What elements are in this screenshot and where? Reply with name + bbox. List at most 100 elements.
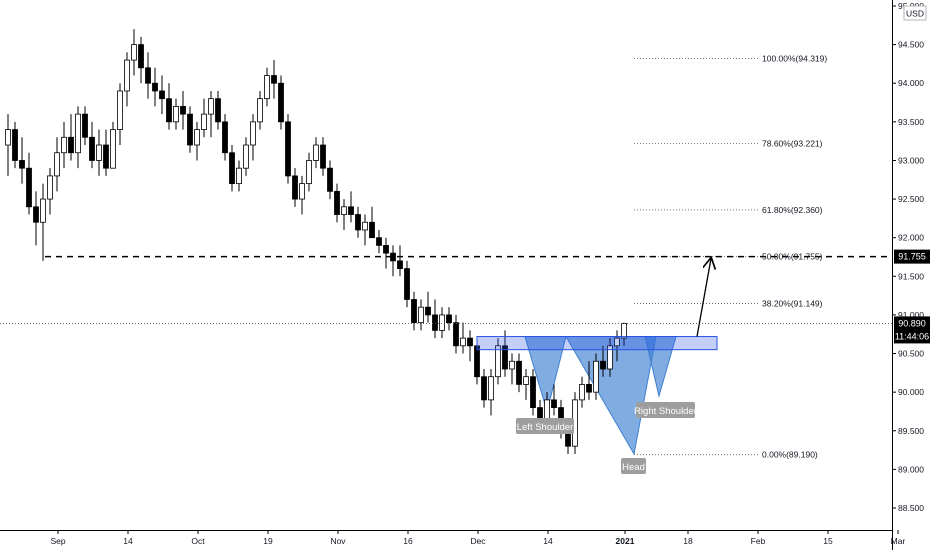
candle	[348, 191, 354, 223]
price-tick-label: 88.500	[898, 503, 924, 513]
price-tick-label: 91.000	[898, 310, 924, 320]
candle	[250, 114, 256, 161]
time-axis[interactable]: Sep 14 Oct 19 Nov 16 Dec 14 2021 18 Feb 15 Mar	[0, 530, 905, 546]
price-tick-label: 89.000	[898, 464, 924, 474]
price-axis-ticks: 95.00094.50094.00093.50093.00092.50092.0…	[892, 1, 924, 513]
candle	[12, 121, 18, 169]
candle	[432, 299, 438, 339]
candle	[530, 368, 536, 416]
label-left-shoulder-text: Left Shoulder	[517, 422, 574, 433]
candle	[96, 129, 102, 176]
candle	[82, 106, 88, 146]
date-tick-label: Oct	[191, 536, 205, 546]
fib-label-100: 100.00%(94.319)	[762, 54, 827, 64]
candle	[166, 83, 172, 130]
label-right-shoulder[interactable]: Right Shoulder	[634, 402, 697, 418]
candlestick-series	[5, 29, 627, 454]
currency-text: USD	[906, 9, 924, 19]
price-axis[interactable]: 95.00094.50094.00093.50093.00092.50092.0…	[892, 0, 930, 550]
candle	[61, 121, 67, 169]
candle	[614, 330, 620, 362]
candle	[600, 345, 606, 377]
candle	[383, 237, 389, 269]
candle	[509, 353, 515, 385]
candle	[404, 260, 410, 308]
candle	[243, 137, 249, 176]
candle	[502, 330, 508, 377]
price-tick-label: 90.000	[898, 387, 924, 397]
badge-last-price-text: 90.890	[898, 318, 926, 328]
candle	[33, 191, 39, 246]
candle	[439, 307, 445, 339]
candle	[180, 90, 186, 130]
candle	[19, 137, 25, 184]
candle	[425, 291, 431, 323]
candle	[334, 183, 340, 223]
label-head[interactable]: Head	[621, 458, 646, 474]
candle	[208, 90, 214, 138]
candle	[341, 199, 347, 230]
candle	[516, 353, 522, 393]
label-head-text: Head	[622, 462, 645, 473]
fib-label-786: 78.60%(93.221)	[762, 138, 823, 148]
price-tick-label: 92.500	[898, 194, 924, 204]
candle	[390, 245, 396, 277]
badge-neckline-text: 91.755	[898, 252, 926, 262]
candle	[54, 137, 60, 192]
candle	[593, 353, 599, 400]
candle	[313, 137, 319, 169]
candle	[586, 361, 592, 400]
price-tick-label: 92.000	[898, 233, 924, 243]
candle	[523, 368, 529, 400]
price-tick-label: 94.500	[898, 40, 924, 50]
fib-label-50: 50.00%(91.755)	[762, 252, 823, 262]
candle	[285, 114, 291, 184]
candle	[47, 168, 53, 215]
candle	[222, 114, 228, 161]
candle	[201, 98, 207, 138]
candle	[271, 60, 277, 99]
candle	[5, 114, 11, 176]
candle	[215, 90, 221, 130]
candle	[376, 229, 382, 254]
candle	[194, 121, 200, 161]
candle	[131, 29, 137, 76]
price-tick-label: 94.000	[898, 78, 924, 88]
candle	[467, 330, 473, 362]
candle	[159, 75, 165, 115]
candle	[124, 52, 130, 107]
candle	[75, 106, 81, 169]
candle	[481, 368, 487, 408]
candle	[418, 299, 424, 331]
candle	[411, 291, 417, 331]
inverse-head-shoulders-pattern	[524, 336, 677, 456]
price-tick-label: 91.500	[898, 271, 924, 281]
candle	[229, 145, 235, 192]
date-tick-label: 14	[543, 536, 553, 546]
candle	[89, 121, 95, 169]
currency-label[interactable]: USD	[903, 5, 927, 21]
candle	[327, 160, 333, 200]
candle	[299, 175, 305, 215]
candle	[551, 384, 557, 416]
price-tick-label: 93.500	[898, 117, 924, 127]
date-tick-label: 19	[263, 536, 273, 546]
candle	[110, 121, 116, 169]
neckline-zone[interactable]	[476, 336, 718, 351]
candle	[355, 206, 361, 238]
projection-arrow[interactable]	[696, 259, 711, 337]
label-left-shoulder[interactable]: Left Shoulder	[516, 418, 574, 434]
label-right-shoulder-text: Right Shoulder	[634, 406, 697, 417]
candle	[236, 160, 242, 192]
candle	[145, 52, 151, 99]
badge-countdown-text: 11:44:06	[895, 331, 929, 341]
candle	[103, 129, 109, 176]
date-tick-label: Sep	[50, 536, 65, 546]
date-tick-label: 14	[123, 536, 133, 546]
candle	[292, 168, 298, 207]
date-tick-label: Dec	[470, 536, 486, 546]
candle	[117, 83, 123, 146]
candle	[264, 67, 270, 107]
